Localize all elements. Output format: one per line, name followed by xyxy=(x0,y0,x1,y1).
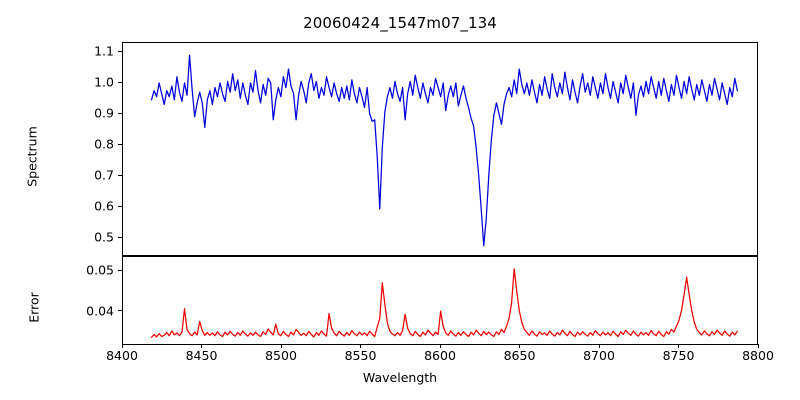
x-tick-mark xyxy=(757,344,759,348)
y-tick-mark-error xyxy=(118,310,122,312)
x-tick-label: 8600 xyxy=(424,348,456,363)
y-tick-label-spectrum: 0.6 xyxy=(94,198,114,214)
x-tick-label: 8550 xyxy=(344,348,377,363)
spectrum-data-line xyxy=(150,54,738,247)
x-tick-label: 8800 xyxy=(742,348,774,363)
y-tick-label-spectrum: 0.5 xyxy=(94,229,114,245)
x-tick-mark xyxy=(678,344,679,348)
y-tick-mark-spectrum xyxy=(118,174,122,176)
x-tick-label: 8450 xyxy=(185,348,218,363)
page-title: 20060424_1547m07_134 xyxy=(303,14,497,32)
x-tick-mark xyxy=(439,344,441,348)
x-tick-label: 8650 xyxy=(503,348,536,363)
spectrum-panel xyxy=(122,42,758,256)
y-tick-label-error: 0.05 xyxy=(86,262,114,278)
y-tick-mark-error xyxy=(118,269,122,271)
x-tick-label: 8700 xyxy=(583,348,615,363)
y-tick-mark-spectrum xyxy=(118,50,122,52)
x-tick-label: 8750 xyxy=(662,348,695,363)
error-plot-area xyxy=(150,268,738,338)
y-tick-mark-spectrum xyxy=(118,112,122,114)
y-tick-mark-spectrum xyxy=(118,205,122,207)
x-tick-mark xyxy=(519,344,520,348)
y-tick-label-spectrum: 0.9 xyxy=(94,105,114,121)
spectrum-plot-area xyxy=(150,54,738,247)
x-tick-mark xyxy=(598,344,600,348)
y-axis-label-spectrum: Spectrum xyxy=(24,126,40,187)
x-tick-mark xyxy=(121,344,123,348)
x-axis-label: Wavelength xyxy=(362,370,438,385)
y-axis-label-error: Error xyxy=(26,292,42,323)
y-tick-label-spectrum: 0.8 xyxy=(94,136,114,152)
y-tick-label-error: 0.04 xyxy=(86,303,114,319)
y-tick-mark-spectrum xyxy=(118,81,122,83)
error-panel xyxy=(122,256,758,345)
y-tick-label-spectrum: 1.0 xyxy=(94,74,114,90)
y-tick-label-spectrum: 0.7 xyxy=(94,167,114,183)
error-data-line xyxy=(150,268,738,338)
y-tick-label-spectrum: 1.1 xyxy=(94,43,114,59)
y-tick-mark-spectrum xyxy=(118,143,122,145)
x-tick-mark xyxy=(201,344,202,348)
x-tick-label: 8400 xyxy=(106,348,138,363)
y-tick-mark-spectrum xyxy=(118,236,122,238)
x-tick-label: 8500 xyxy=(265,348,297,363)
x-tick-mark xyxy=(360,344,361,348)
x-tick-mark xyxy=(280,344,282,348)
